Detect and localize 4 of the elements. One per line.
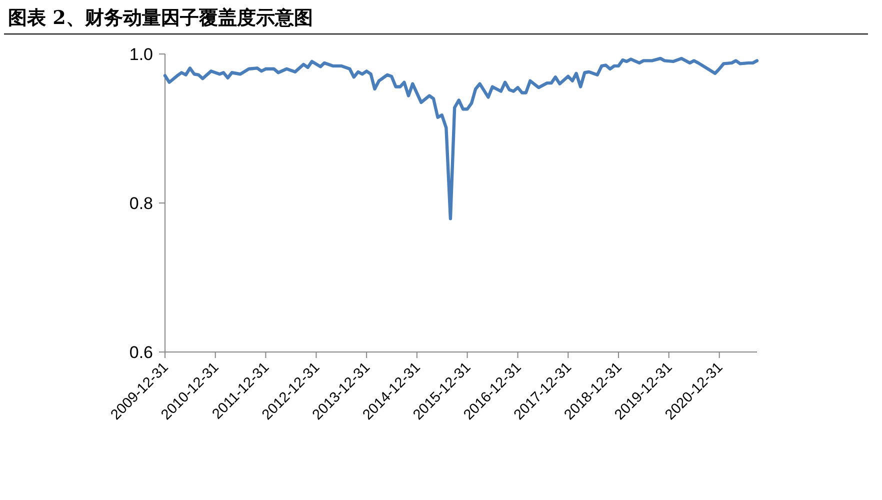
y-tick-label: 0.6 [129,343,153,362]
title: 图表 2、财务动量因子覆盖度示意图 [8,7,313,29]
y-tick-label: 1.0 [129,45,153,64]
y-tick-label: 0.8 [129,194,153,213]
